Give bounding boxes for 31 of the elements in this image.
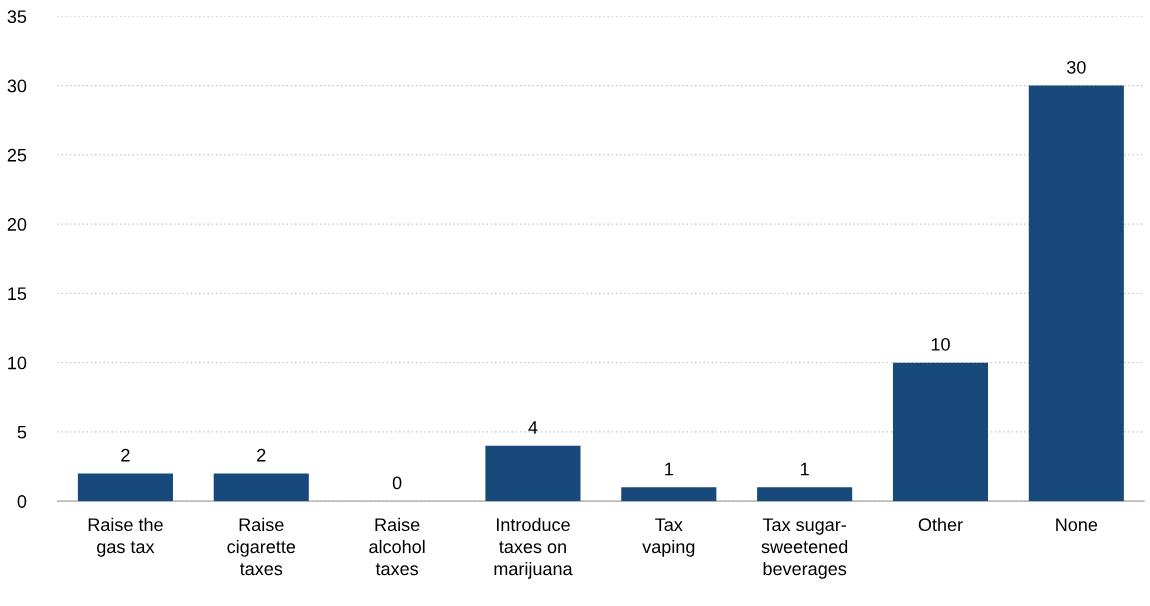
data-label: 10: [931, 337, 950, 351]
data-label: 1: [801, 462, 809, 476]
x-tick-label: Tax vaping: [642, 518, 695, 557]
y-tick-label: 25: [7, 148, 27, 162]
data-label: 2: [121, 448, 130, 462]
x-tick-label: Raise alcohol taxes: [369, 517, 425, 576]
x-tick-label: None: [1056, 518, 1098, 532]
data-label: 0: [392, 476, 402, 490]
data-label: 2: [257, 448, 266, 462]
x-tick-label: Raise cigarette taxes: [227, 517, 296, 576]
bar: [757, 487, 853, 502]
y-tick-label: 35: [7, 10, 27, 24]
bar: [77, 473, 173, 502]
bar: [485, 445, 581, 502]
bar: [213, 473, 309, 502]
y-tick-label: 10: [8, 356, 27, 370]
data-label: 4: [528, 421, 538, 434]
data-label: 30: [1066, 60, 1086, 74]
y-tick-label: 15: [8, 287, 27, 301]
x-tick-label: Other: [918, 517, 963, 532]
bar: [1028, 85, 1124, 502]
data-label: 1: [665, 462, 673, 476]
bar: [892, 362, 989, 502]
y-tick-label: 5: [17, 426, 27, 439]
x-tick-label: Raise the gas tax: [88, 517, 163, 557]
y-tick-label: 0: [17, 495, 27, 508]
y-tick-label: 30: [7, 79, 27, 93]
y-tick-label: 20: [7, 218, 27, 231]
x-tick-label: Introduce taxes on marijuana: [494, 517, 573, 579]
x-tick-label: Tax sugar- sweetened beverages: [761, 518, 848, 579]
bar: [621, 487, 717, 502]
